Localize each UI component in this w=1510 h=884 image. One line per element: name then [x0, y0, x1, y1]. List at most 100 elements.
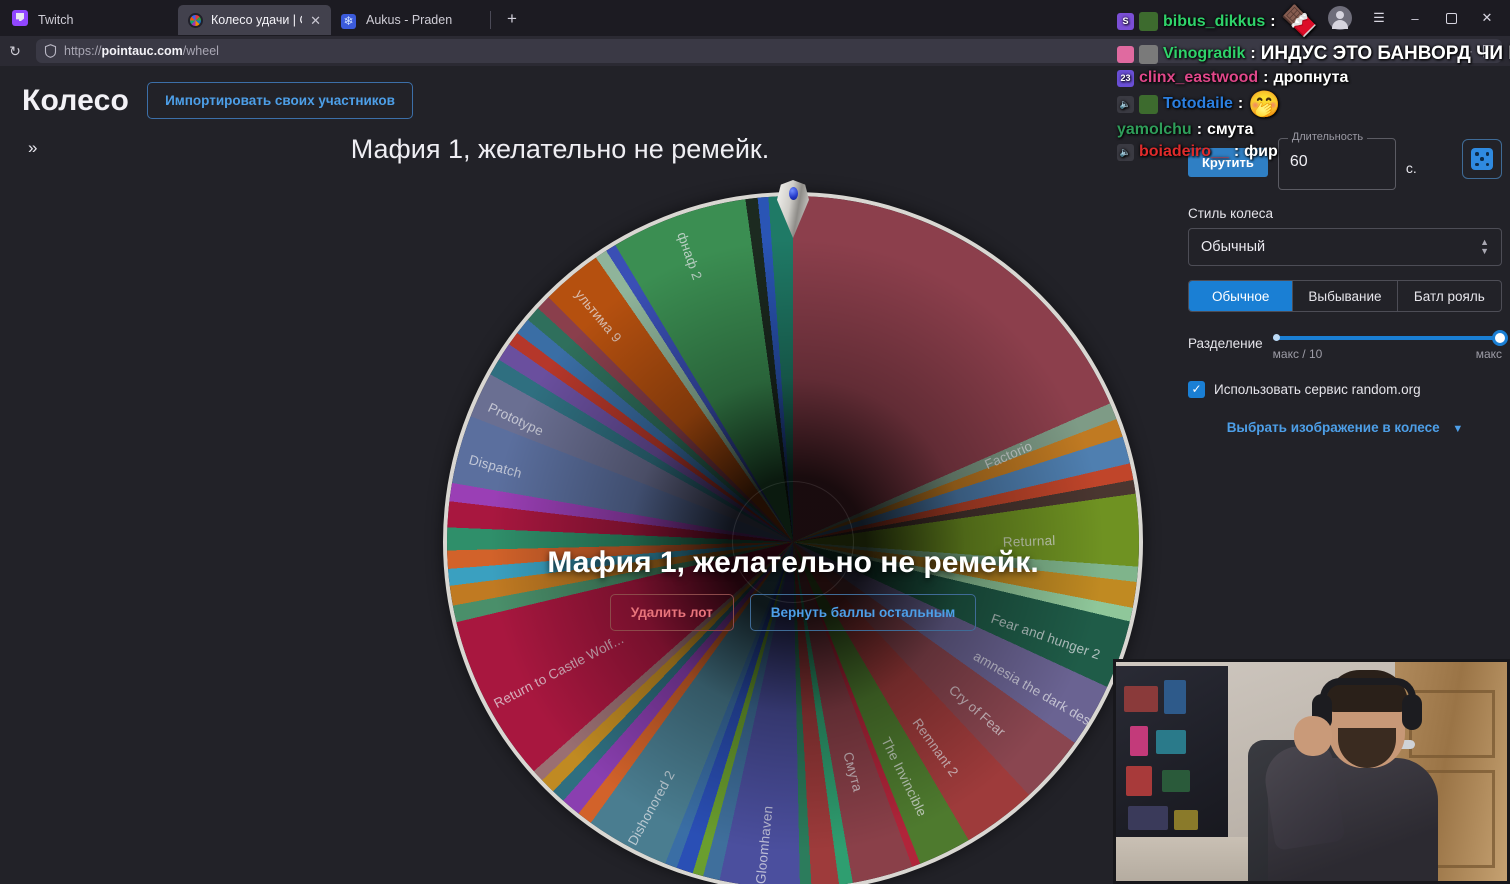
menu-icon[interactable]: ☰	[1373, 10, 1385, 25]
duration-field[interactable]: Длительность 60	[1277, 131, 1396, 190]
wheel-style-label: Стиль колеса	[1188, 206, 1274, 221]
chat-colon: :	[1196, 121, 1203, 138]
tab-battle-royale[interactable]: Батл рояль	[1413, 288, 1485, 304]
wheel-hub	[732, 481, 854, 603]
expand-sidebar-icon[interactable]: »	[28, 138, 38, 157]
page-content: Колесо Импортировать своих участников » …	[0, 66, 1510, 884]
minimize-button[interactable]: –	[1411, 10, 1419, 26]
mute-icon: 🔈	[1117, 95, 1134, 113]
dice-icon[interactable]	[1462, 139, 1502, 179]
chat-text: фир	[1244, 143, 1278, 160]
wheel-title: Мафия 1, желательно не ремейк.	[350, 134, 770, 164]
chat-username[interactable]: Totodaile	[1163, 95, 1233, 112]
tab-wheel[interactable]: Колесо удачи | Опреде ✕	[178, 5, 331, 35]
page-title: Колесо	[22, 83, 130, 117]
webcam-shelf	[1116, 666, 1228, 866]
spin-button[interactable]: Крутить	[1188, 148, 1268, 177]
spin-row: Крутить Длительность 60 c.	[1180, 126, 1510, 190]
slider-tick-max: макс	[1475, 347, 1502, 361]
chat-text: 🍫	[1280, 5, 1318, 38]
chat-message: 23 clinx_eastwood : дропнута	[1113, 67, 1510, 89]
emote-icon	[1139, 44, 1158, 64]
random-org-row[interactable]: ✓ Использовать сервис random.org	[1188, 381, 1502, 398]
fortune-wheel[interactable]: FactorioReturnalFear and hunger 2amnesia…	[443, 192, 1143, 884]
chat-colon: :	[1233, 143, 1240, 160]
slider-thumb[interactable]	[1492, 330, 1508, 346]
bookmark-icon[interactable]	[1483, 44, 1494, 58]
badge-icon: 23	[1117, 69, 1134, 87]
chat-username[interactable]: yamolchu	[1117, 121, 1192, 138]
twitch-icon	[12, 10, 28, 26]
tab-label: Twitch	[38, 13, 74, 27]
slider-min-dot	[1272, 334, 1280, 341]
new-tab-button[interactable]: +	[507, 9, 517, 28]
snowflake-icon: ❄	[341, 14, 356, 29]
chat-message: 🔈 boiadeiro__ : фир	[1113, 141, 1510, 163]
tab-elimination[interactable]: Выбывание	[1293, 281, 1398, 311]
wheel-style-select[interactable]: Обычный ▲ ▼	[1188, 228, 1502, 266]
tab-normal[interactable]: Обычное	[1189, 281, 1294, 311]
more-icon[interactable]: ···	[1461, 44, 1473, 58]
wheel-pointer-icon	[773, 180, 813, 242]
choose-image-label: Выбрать изображение в колесе	[1226, 420, 1440, 435]
result-actions: Удалить лот Вернуть баллы остальным	[443, 594, 1143, 631]
import-participants-button[interactable]: Импортировать своих участников	[147, 82, 413, 119]
chat-text: ИНДУС ЭТО БАНВОРД ЧИ НЕТ	[1260, 43, 1510, 64]
duration-unit: c.	[1405, 160, 1417, 176]
chat-username[interactable]: clinx_eastwood	[1139, 69, 1259, 86]
window-controls: ☰ – ✕	[1328, 5, 1510, 36]
chat-text: дропнута	[1273, 69, 1349, 86]
headphones-icon	[1320, 678, 1416, 698]
page-header: Колесо Импортировать своих участников	[22, 82, 413, 119]
chat-username[interactable]: Vinogradik	[1163, 45, 1246, 62]
webcam-person-hand	[1294, 716, 1332, 756]
navigation-bar: ↻ https://pointauc.com/wheel ···	[0, 36, 1510, 66]
duration-input[interactable]: 60	[1289, 153, 1308, 170]
random-org-label: Использовать сервис random.org	[1214, 382, 1421, 397]
emote-icon	[1139, 12, 1158, 31]
chevron-down-icon[interactable]: ▼	[1452, 423, 1464, 435]
return-points-button[interactable]: Вернуть баллы остальным	[749, 594, 977, 631]
split-slider[interactable]: макс / 10 макс	[1272, 328, 1508, 361]
result-text: Мафия 1, желательно не ремейк.	[547, 546, 1039, 579]
emote-icon	[1139, 94, 1158, 114]
maximize-button[interactable]	[1434, 5, 1468, 31]
wheel-result: Мафия 1, желательно не ремейк. Удалить л…	[443, 546, 1143, 631]
streamer-webcam	[1113, 659, 1510, 884]
chat-username[interactable]: bibus_dikkus	[1163, 12, 1266, 30]
chat-colon: :	[1237, 95, 1244, 112]
split-slider-row: Разделение макс / 10 макс	[1188, 328, 1508, 361]
close-button[interactable]: ✕	[1481, 10, 1493, 25]
chat-colon: :	[1263, 69, 1269, 86]
chat-overlay: S bibus_dikkus : 🍫 Vinogradik : ИНДУС ЭТ…	[1113, 0, 1510, 163]
chat-text: 🤭	[1248, 89, 1281, 119]
headphone-cup-right	[1402, 694, 1422, 730]
tab-aukus[interactable]: Aukus - Praden	[356, 5, 486, 35]
wheel-controls-panel: Крутить Длительность 60 c. Стиль колеса …	[1180, 126, 1510, 435]
shield-icon	[44, 44, 57, 58]
tab-twitch[interactable]: Twitch	[28, 5, 178, 35]
duration-label: Длительность	[1287, 131, 1368, 143]
badge-icon: S	[1117, 13, 1134, 30]
reload-icon[interactable]: ↻	[9, 42, 21, 59]
chat-message: 🔈 Totodaile : 🤭	[1113, 89, 1510, 119]
delete-lot-button[interactable]: Удалить лот	[609, 594, 734, 631]
close-icon[interactable]: ✕	[310, 12, 321, 28]
avatar[interactable]	[1328, 6, 1352, 30]
choose-image-link[interactable]: Выбрать изображение в колесе ▼	[1188, 420, 1502, 435]
badge-icon	[1117, 45, 1134, 63]
divider	[490, 11, 491, 29]
chat-username[interactable]: boiadeiro__	[1139, 143, 1229, 160]
chat-message: S bibus_dikkus : 🍫	[1113, 2, 1510, 41]
chat-text: смута	[1207, 121, 1254, 138]
tab-label: Колесо удачи | Опреде	[211, 13, 302, 27]
address-bar[interactable]: https://pointauc.com/wheel ···	[36, 39, 1502, 63]
chat-message: Vinogradik : ИНДУС ЭТО БАНВОРД ЧИ НЕТ	[1113, 41, 1510, 67]
checkbox-checked-icon[interactable]: ✓	[1188, 381, 1205, 398]
address-bar-actions: ···	[1461, 44, 1494, 58]
slider-ticks: макс / 10 макс	[1273, 347, 1502, 361]
wheel-container[interactable]: FactorioReturnalFear and hunger 2amnesia…	[443, 180, 1143, 884]
slider-track[interactable]	[1272, 330, 1508, 346]
tab-strip: Twitch Колесо удачи | Опреде ✕ ❄ Aukus -…	[0, 0, 1510, 36]
